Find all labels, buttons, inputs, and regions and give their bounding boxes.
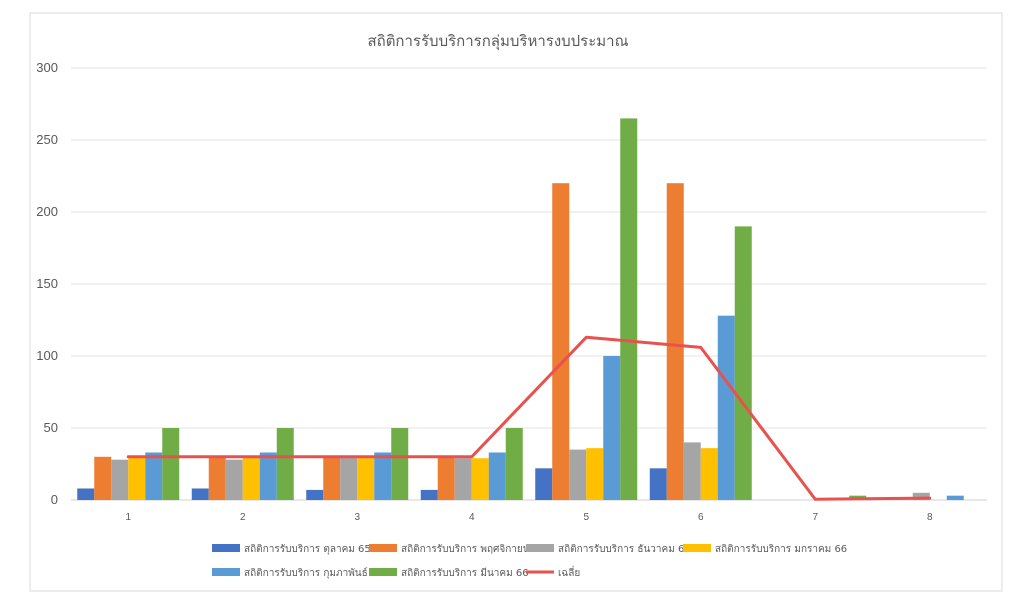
bar	[454, 458, 472, 500]
bar	[569, 449, 587, 500]
grid-layer	[71, 67, 987, 501]
legend-item: สถิติการรับบริการ มีนาคม 66	[369, 567, 529, 579]
bar	[340, 456, 358, 500]
bar	[420, 489, 438, 500]
legend-label: สถิติการรับบริการ ธันวาคม 65	[558, 544, 691, 555]
x-tick-label: 7	[812, 512, 818, 523]
bar	[649, 468, 667, 500]
bar	[666, 183, 684, 500]
bar	[323, 456, 341, 500]
bar	[912, 492, 930, 500]
bar	[471, 458, 489, 500]
legend-label: สถิติการรับบริการ พฤศจิกายน 65	[401, 544, 545, 555]
bar	[603, 356, 621, 500]
legend-swatch	[683, 544, 711, 552]
average-line	[126, 335, 932, 501]
y-axis: 0 50 100 150 200 250 300	[36, 60, 58, 507]
bar	[128, 456, 146, 500]
bar	[162, 428, 180, 500]
x-tick-label: 1	[125, 512, 131, 523]
legend-label: สถิติการรับบริการ กุมภาพันธ์ 66	[244, 567, 384, 579]
bar	[259, 452, 277, 500]
legend-swatch	[369, 544, 397, 552]
x-tick-label: 8	[927, 512, 933, 523]
line-layer	[126, 335, 932, 501]
bar	[306, 489, 324, 500]
bar	[946, 495, 964, 500]
chart-border	[29, 12, 1003, 592]
chart-title: สถิติการรับบริการกลุ่มบริหารงบประมาณ	[367, 32, 628, 51]
bars-layer	[77, 118, 964, 501]
bar	[734, 226, 752, 500]
legend-label: สถิติการรับบริการ ตุลาคม 65	[244, 544, 371, 555]
x-tick-label: 2	[240, 512, 246, 523]
y-tick-label: 150	[36, 276, 58, 291]
legend-swatch	[526, 544, 554, 552]
y-tick-label: 0	[51, 492, 58, 507]
x-tick-label: 3	[354, 512, 360, 523]
legend-item: เฉลี่ย	[526, 565, 580, 579]
legend-item: สถิติการรับบริการ ตุลาคม 65	[212, 544, 371, 555]
bar	[276, 428, 294, 500]
bar	[242, 456, 260, 500]
x-tick-label: 5	[583, 512, 589, 523]
legend-item: สถิติการรับบริการ มกราคม 66	[683, 544, 847, 555]
y-tick-label: 100	[36, 348, 58, 363]
legend-label: สถิติการรับบริการ มีนาคม 66	[401, 567, 529, 579]
legend-swatch	[212, 544, 240, 552]
bar	[145, 452, 163, 500]
bar	[620, 118, 638, 501]
bar	[535, 468, 553, 500]
y-tick-label: 200	[36, 204, 58, 219]
x-axis: 1 2 3 4 5 6 7 8	[125, 512, 933, 523]
bar	[208, 456, 226, 500]
bar	[586, 448, 604, 500]
bar	[683, 442, 701, 500]
legend-item: สถิติการรับบริการ ธันวาคม 65	[526, 544, 691, 555]
legend-item: สถิติการรับบริการ กุมภาพันธ์ 66	[212, 567, 384, 579]
bar	[717, 315, 735, 500]
legend-swatch	[212, 568, 240, 576]
legend-swatch	[369, 568, 397, 576]
x-tick-label: 6	[698, 512, 704, 523]
legend: สถิติการรับบริการ ตุลาคม 65 สถิติการรับบร…	[212, 544, 847, 579]
bar	[357, 456, 375, 500]
bar	[191, 488, 209, 500]
legend-label: เฉลี่ย	[558, 565, 580, 579]
bar	[77, 488, 95, 500]
bar	[111, 459, 129, 500]
y-tick-label: 300	[36, 60, 58, 75]
bar	[94, 456, 112, 500]
y-tick-label: 250	[36, 132, 58, 147]
legend-item: สถิติการรับบริการ พฤศจิกายน 65	[369, 544, 545, 555]
bar	[505, 428, 523, 500]
bar	[488, 452, 506, 500]
bar	[225, 459, 243, 500]
bar	[437, 456, 455, 500]
x-tick-label: 4	[469, 512, 475, 523]
bar	[391, 428, 409, 500]
legend-label: สถิติการรับบริการ มกราคม 66	[715, 544, 847, 555]
y-tick-label: 50	[44, 420, 58, 435]
bar	[700, 448, 718, 500]
bar	[374, 452, 392, 500]
bar	[552, 183, 570, 500]
